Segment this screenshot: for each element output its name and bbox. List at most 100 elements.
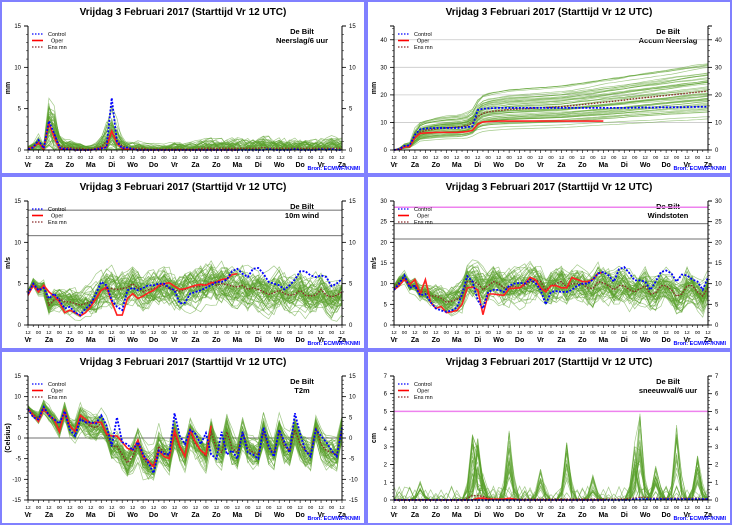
x-hour-label: 12	[214, 155, 220, 161]
x-day-label: Zo	[66, 337, 75, 344]
variable-label: Neerslag/6 uur	[276, 36, 328, 45]
ensemble-members	[27, 399, 343, 481]
x-hour-label: 00	[632, 505, 638, 511]
x-hour-label: 12	[580, 155, 586, 161]
x-day-label: Wo	[274, 162, 285, 169]
x-hour-label: 12	[454, 505, 460, 511]
x-day-label: Zo	[578, 512, 587, 519]
x-day-label: Do	[295, 337, 304, 344]
y-tick-label-right: 0	[349, 148, 353, 154]
x-hour-label: 00	[569, 505, 575, 511]
legend-label: Ens mn	[48, 220, 67, 226]
x-hour-label: 12	[391, 155, 397, 161]
station-label: De Bilt	[290, 377, 314, 386]
x-hour-label: 00	[674, 330, 680, 336]
x-hour-label: 12	[601, 330, 607, 336]
x-hour-label: 00	[486, 330, 492, 336]
legend-label: Ens mn	[414, 45, 433, 51]
x-day-label: Di	[255, 337, 262, 344]
x-hour-label: 00	[465, 330, 471, 336]
x-hour-label: 12	[622, 505, 628, 511]
chart-title: Vrijdag 3 Februari 2017 (Starttijd Vr 12…	[446, 357, 653, 368]
station-label: De Bilt	[290, 27, 314, 36]
x-hour-label: 12	[622, 330, 628, 336]
x-day-label: Vr	[684, 512, 691, 519]
x-hour-label: 12	[684, 330, 690, 336]
y-tick-label-right: 10	[715, 282, 722, 288]
x-hour-label: 12	[339, 505, 345, 511]
x-hour-label: 00	[611, 155, 617, 161]
x-day-label: Za	[45, 512, 53, 519]
x-day-label: Ma	[232, 337, 242, 344]
x-hour-label: 00	[695, 155, 701, 161]
y-tick-label-left: 10	[380, 282, 387, 288]
x-hour-label: 00	[161, 155, 167, 161]
x-hour-label: 12	[256, 505, 262, 511]
x-day-label: Do	[661, 512, 670, 519]
x-hour-label: 00	[78, 505, 84, 511]
x-hour-label: 12	[235, 330, 241, 336]
x-day-label: Ma	[452, 512, 462, 519]
x-hour-label: 12	[193, 155, 199, 161]
chart-temperature: Vrijdag 3 Februari 2017 (Starttijd Vr 12…	[5, 357, 360, 522]
legend-label: Oper	[51, 214, 63, 220]
series-ens-mn	[393, 276, 709, 304]
legend-label: Oper	[417, 389, 429, 395]
x-hour-label: 00	[308, 155, 314, 161]
x-day-label: Do	[661, 162, 670, 169]
legend-label: Ens mn	[48, 45, 67, 51]
x-day-label: Za	[557, 337, 565, 344]
x-hour-label: 12	[46, 505, 52, 511]
x-hour-label: 12	[684, 155, 690, 161]
ensemble-member-line	[27, 267, 343, 311]
series-ens-mn	[393, 90, 709, 151]
x-hour-label: 12	[517, 505, 523, 511]
x-day-label: Vr	[24, 512, 31, 519]
ensemble-member-line	[27, 264, 343, 316]
ensemble-member-line	[393, 80, 709, 151]
ensemble-member-line	[393, 267, 709, 309]
x-day-label: Do	[515, 512, 524, 519]
x-hour-label: 12	[391, 330, 397, 336]
x-hour-label: 00	[653, 155, 659, 161]
y-tick-label-right: 0	[715, 323, 719, 329]
y-tick-label-right: 0	[349, 436, 353, 442]
x-hour-label: 00	[245, 505, 251, 511]
x-hour-label: 00	[506, 155, 512, 161]
x-hour-label: 00	[402, 155, 408, 161]
y-tick-label-left: 0	[384, 323, 388, 329]
x-hour-label: 00	[308, 330, 314, 336]
x-day-label: Wo	[493, 512, 504, 519]
x-hour-label: 12	[475, 330, 481, 336]
y-tick-label-right: 1	[715, 480, 719, 486]
x-day-label: Vr	[390, 337, 397, 344]
ensemble-member-line	[393, 83, 709, 151]
y-tick-label-right: 4	[715, 427, 719, 433]
y-axis-label: m/s	[371, 257, 378, 269]
legend-label: Control	[414, 32, 432, 38]
x-day-label: Do	[295, 162, 304, 169]
panel-wind-gusts: Vrijdag 3 Februari 2017 (Starttijd Vr 12…	[366, 175, 732, 350]
variable-label: Accum Neerslag	[639, 36, 698, 45]
ensemble-members	[393, 63, 709, 151]
y-tick-label-right: 20	[715, 93, 722, 99]
ensemble-member-line	[393, 261, 709, 304]
station-label: De Bilt	[656, 27, 680, 36]
series-control	[27, 405, 343, 476]
y-tick-label-right: 0	[349, 323, 353, 329]
x-hour-label: 00	[486, 505, 492, 511]
x-hour-label: 12	[705, 330, 711, 336]
x-day-label: Za	[191, 512, 199, 519]
y-tick-label-left: 15	[14, 24, 21, 30]
x-day-label: Vr	[537, 337, 544, 344]
y-tick-label-right: 15	[349, 199, 356, 205]
ensemble-member-line	[393, 98, 709, 151]
x-hour-label: 00	[78, 330, 84, 336]
x-hour-label: 00	[329, 155, 335, 161]
x-hour-label: 00	[120, 155, 126, 161]
x-day-label: Za	[338, 512, 346, 519]
x-hour-label: 00	[57, 155, 63, 161]
x-day-label: Vr	[684, 162, 691, 169]
x-hour-label: 12	[193, 505, 199, 511]
x-day-label: Za	[45, 337, 53, 344]
